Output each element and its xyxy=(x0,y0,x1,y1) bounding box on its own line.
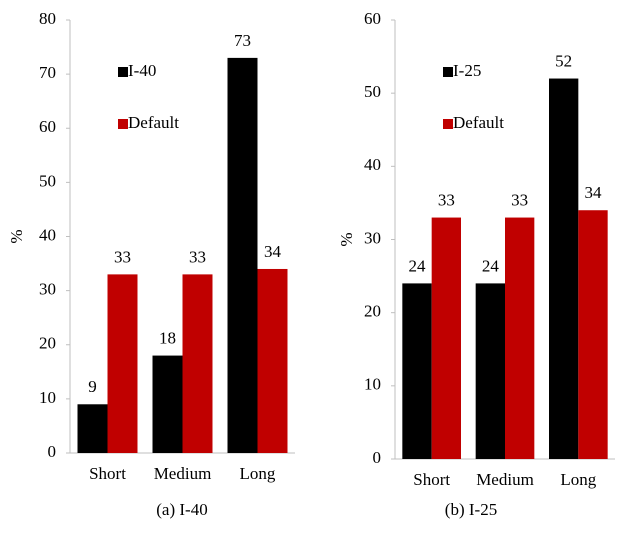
y-tick-label: 40 xyxy=(39,225,56,244)
x-tick-label: Long xyxy=(560,470,596,489)
y-tick-label: 40 xyxy=(364,155,381,174)
data-label: 34 xyxy=(264,242,282,261)
y-tick-label: 30 xyxy=(364,228,381,247)
y-tick-label: 60 xyxy=(39,117,56,136)
bar xyxy=(257,268,288,453)
y-tick-label: 60 xyxy=(364,9,381,28)
bar xyxy=(227,57,258,453)
y-tick-label: 30 xyxy=(39,280,56,299)
x-tick-label: Long xyxy=(240,464,276,483)
data-label: 24 xyxy=(409,256,427,275)
bar xyxy=(152,355,183,453)
bar xyxy=(182,274,213,453)
data-label: 34 xyxy=(585,183,603,202)
legend-swatch xyxy=(443,119,453,129)
y-tick-label: 0 xyxy=(373,448,382,467)
bar xyxy=(77,404,108,453)
data-label: 33 xyxy=(438,190,455,209)
bar xyxy=(402,283,432,459)
bar xyxy=(505,217,535,459)
legend-label: Default xyxy=(453,113,504,132)
y-axis-label: % xyxy=(7,229,26,243)
y-tick-label: 70 xyxy=(39,63,56,82)
legend-label: Default xyxy=(128,113,179,132)
y-tick-label: 50 xyxy=(364,82,381,101)
bar xyxy=(475,283,505,459)
legend-swatch xyxy=(118,67,128,77)
y-tick-label: 10 xyxy=(364,375,381,394)
y-tick-label: 80 xyxy=(39,9,56,28)
legend-label: I-40 xyxy=(128,61,156,80)
caption: (a) I-40 xyxy=(156,500,207,519)
legend-label: I-25 xyxy=(453,61,481,80)
legend-swatch xyxy=(118,119,128,129)
data-label: 24 xyxy=(482,256,500,275)
bar xyxy=(578,210,608,459)
y-tick-label: 0 xyxy=(48,442,57,461)
y-axis-label: % xyxy=(337,232,356,246)
x-tick-label: Medium xyxy=(154,464,212,483)
y-tick-label: 20 xyxy=(39,334,56,353)
bar xyxy=(431,217,461,459)
data-label: 18 xyxy=(159,328,176,347)
caption: (b) I-25 xyxy=(445,500,497,519)
data-label: 33 xyxy=(189,247,206,266)
data-label: 33 xyxy=(511,190,528,209)
bar xyxy=(549,78,579,460)
data-label: 9 xyxy=(88,377,97,396)
bar xyxy=(107,274,138,453)
x-tick-label: Short xyxy=(413,470,450,489)
x-tick-label: Medium xyxy=(476,470,534,489)
data-label: 33 xyxy=(114,247,131,266)
y-tick-label: 50 xyxy=(39,171,56,190)
y-tick-label: 10 xyxy=(39,388,56,407)
legend-swatch xyxy=(443,67,453,77)
y-tick-label: 20 xyxy=(364,302,381,321)
data-label: 73 xyxy=(234,31,251,50)
x-tick-label: Short xyxy=(89,464,126,483)
data-label: 52 xyxy=(555,51,572,70)
